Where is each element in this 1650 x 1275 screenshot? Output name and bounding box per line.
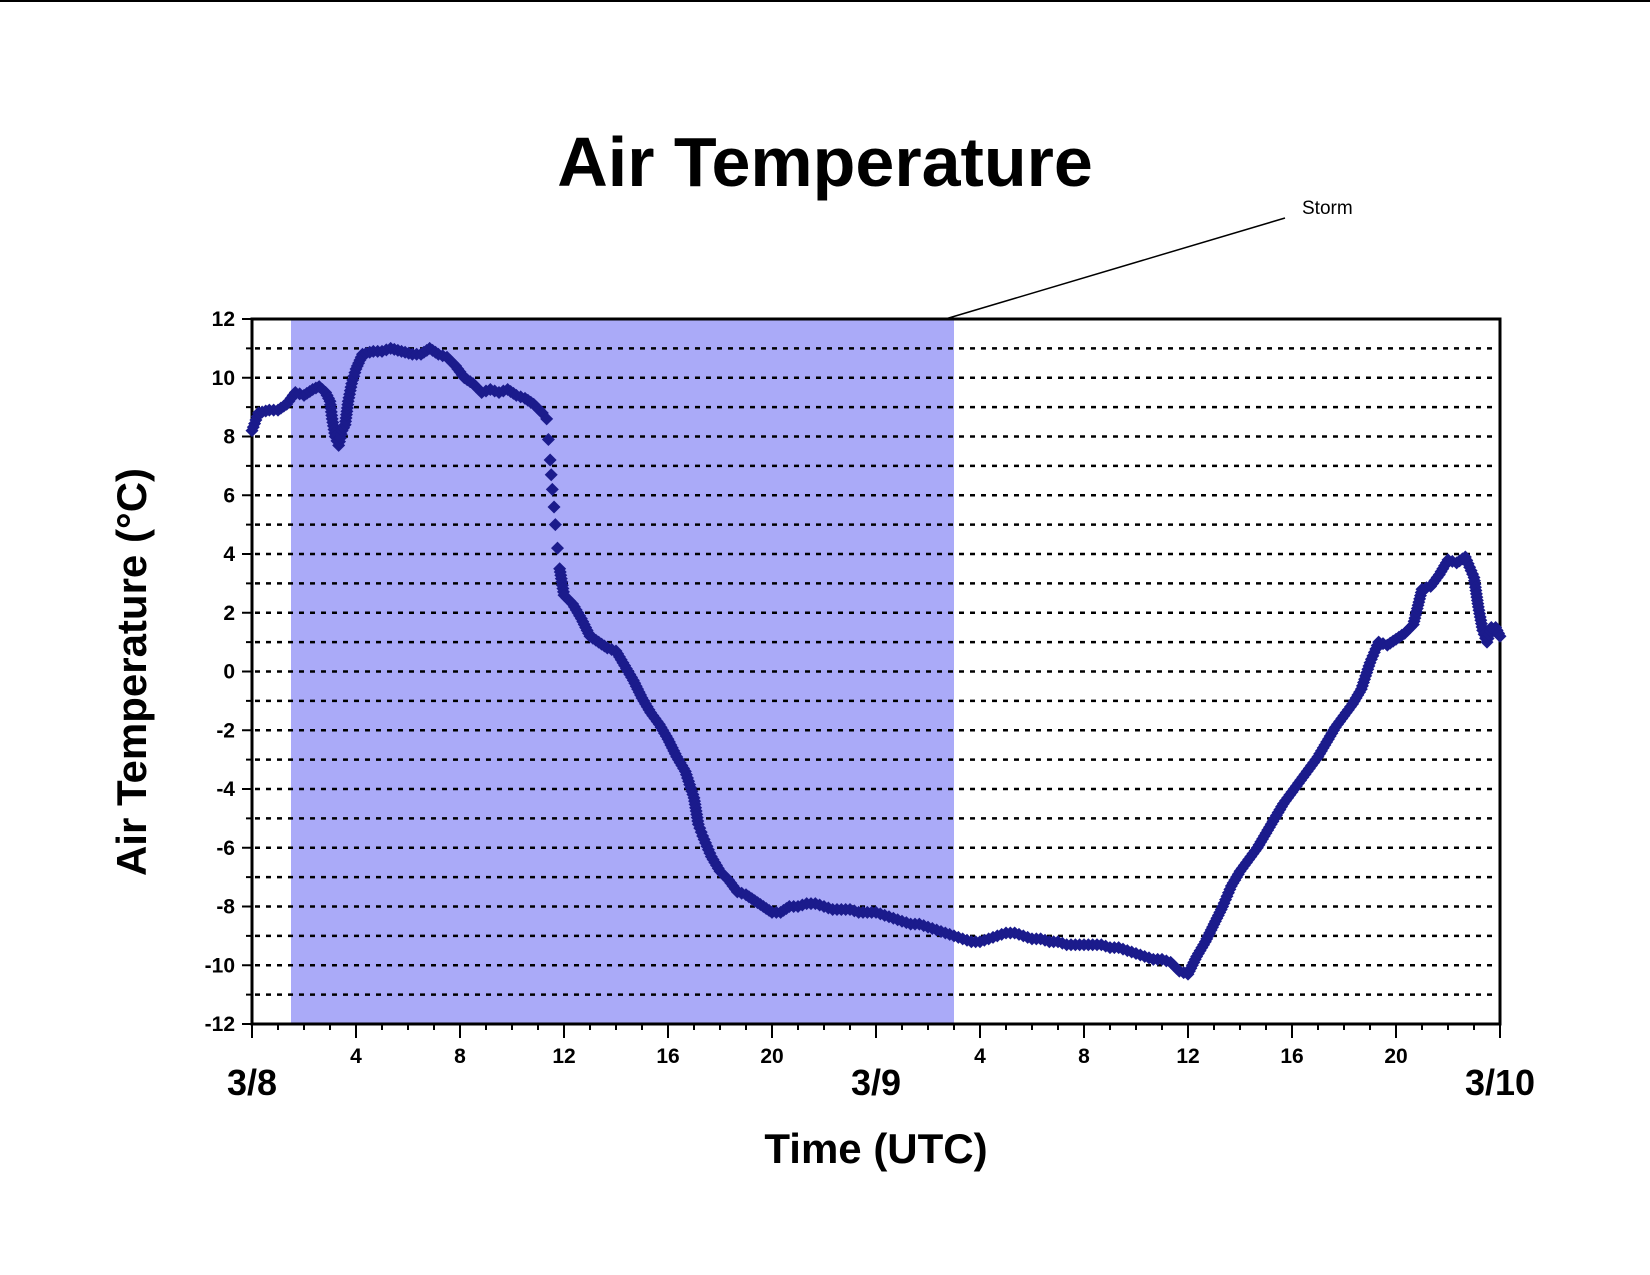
- x-tick-label: 20: [760, 1045, 783, 1068]
- y-tick-label: -10: [205, 954, 235, 977]
- horizontal-gridlines: [255, 347, 1497, 996]
- data-point: [544, 468, 558, 482]
- x-tick-label: 16: [656, 1045, 679, 1068]
- x-tick-label: 12: [1176, 1045, 1199, 1068]
- y-tick-label: -12: [205, 1013, 235, 1036]
- x-tick-label: 4: [350, 1045, 362, 1068]
- data-point: [547, 500, 561, 514]
- data-point: [1493, 629, 1507, 643]
- x-tick-label: 8: [454, 1045, 466, 1068]
- y-tick-label: 6: [223, 484, 235, 507]
- annotation-leader-line: [945, 217, 1286, 320]
- y-tick-label: -4: [216, 778, 235, 801]
- y-tick-label: -6: [216, 837, 235, 860]
- y-tick-label: -2: [216, 719, 235, 742]
- y-tick-label: 8: [223, 426, 235, 449]
- data-point: [545, 482, 559, 496]
- data-point: [540, 412, 554, 426]
- x-date-label: 3/9: [851, 1062, 901, 1103]
- storm-annotation: Storm: [945, 198, 1353, 320]
- y-tick-label: 12: [212, 308, 235, 331]
- data-point: [551, 541, 564, 555]
- data-point: [548, 518, 562, 532]
- data-point: [541, 432, 555, 446]
- top-border-line: [0, 0, 1650, 2]
- y-tick-label: 0: [223, 661, 235, 684]
- y-axis-title: Air Temperature (°C): [108, 468, 155, 876]
- y-tick-label: 10: [212, 367, 235, 390]
- y-tick-label: -8: [216, 896, 235, 919]
- x-date-label: 3/8: [227, 1062, 277, 1103]
- y-tick-label: 4: [223, 543, 235, 566]
- y-tick-label: 2: [223, 602, 235, 625]
- y-axis-ticks: 12 10 8 6 4 2 0 -2 -4 -6 -8 -10 -12: [205, 308, 252, 1036]
- x-tick-label: 8: [1078, 1045, 1090, 1068]
- x-tick-label: 16: [1280, 1045, 1303, 1068]
- annotation-label: Storm: [1302, 198, 1353, 219]
- x-tick-label: 4: [974, 1045, 986, 1068]
- x-axis-title: Time (UTC): [764, 1125, 987, 1172]
- data-series-markers: [245, 341, 1507, 981]
- data-point: [543, 453, 557, 467]
- chart-title: Air Temperature: [557, 123, 1093, 201]
- x-axis-ticks: 4 8 12 16 20 4 8 12 16 20 3/8 3/9 3/10: [227, 1024, 1535, 1103]
- x-date-label: 3/10: [1465, 1062, 1535, 1103]
- x-tick-label: 20: [1384, 1045, 1407, 1068]
- x-tick-label: 12: [552, 1045, 575, 1068]
